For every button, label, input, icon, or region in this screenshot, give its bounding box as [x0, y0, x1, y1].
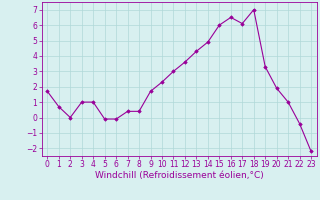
X-axis label: Windchill (Refroidissement éolien,°C): Windchill (Refroidissement éolien,°C) — [95, 171, 264, 180]
